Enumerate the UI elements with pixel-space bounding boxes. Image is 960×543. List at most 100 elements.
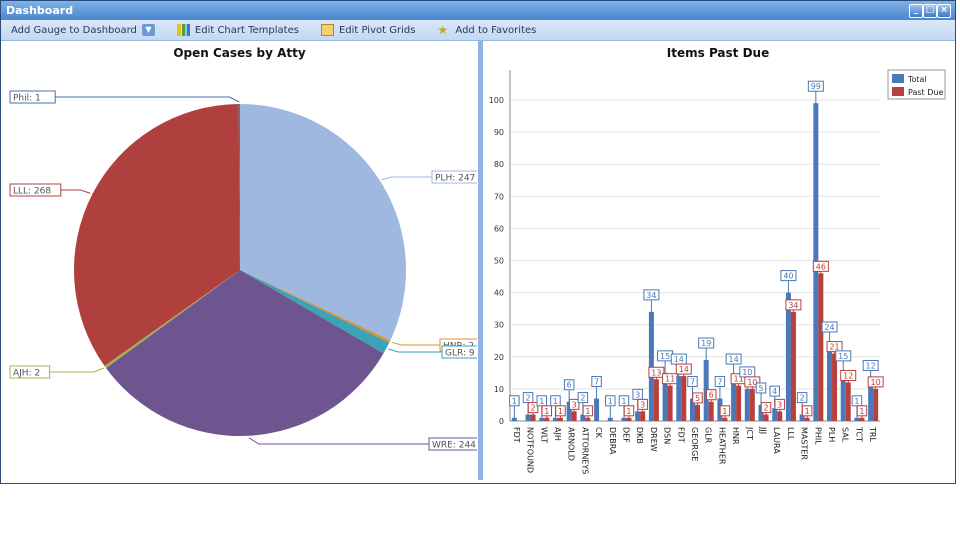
y-tick-label: 90 (494, 128, 504, 137)
data-label-box (744, 376, 761, 388)
data-label: 11 (734, 375, 744, 384)
panel-splitter[interactable] (478, 41, 483, 480)
edit-templates-label: Edit Chart Templates (194, 24, 299, 36)
data-label: 40 (783, 272, 793, 281)
pie-slice-hnr (240, 270, 391, 343)
x-tick-label: DEF (621, 427, 630, 443)
data-label-box (862, 359, 879, 371)
data-label-box (648, 366, 665, 378)
bar-total (690, 398, 695, 421)
bar-total (785, 292, 791, 421)
x-tick-label: ATTORNEYS (580, 427, 589, 474)
data-label-box (563, 379, 575, 391)
close-button[interactable]: × (937, 4, 951, 18)
x-tick-label: TCT (854, 426, 863, 442)
y-tick-label: 30 (494, 321, 504, 330)
bar-past-due (640, 411, 646, 421)
bar-past-due (804, 417, 810, 421)
data-label-box (725, 353, 742, 365)
add-to-favorites-button[interactable]: ★ Add to Favorites (437, 24, 536, 36)
data-label-box (801, 405, 813, 417)
data-label-box (687, 376, 698, 388)
add-gauge-label: Add Gauge to Dashboard (11, 24, 137, 36)
bar-total (731, 376, 737, 421)
x-tick-label: ARNOLD (567, 427, 576, 461)
bar-total (552, 417, 558, 421)
data-label-box (541, 405, 553, 417)
x-tick-label: NOTFOUND (526, 427, 535, 473)
maximize-button[interactable]: □ (923, 4, 937, 18)
y-tick-label: 50 (494, 257, 504, 266)
edit-chart-templates-button[interactable]: Edit Chart Templates (176, 24, 299, 36)
chevron-down-icon[interactable]: ▼ (141, 24, 155, 36)
y-tick-label: 100 (489, 96, 504, 105)
data-label-box (568, 398, 580, 410)
data-label-box (509, 395, 520, 407)
bar-total (594, 398, 600, 421)
data-label: 2 (531, 404, 536, 413)
pie-label-box (9, 90, 56, 104)
data-label-box (769, 385, 780, 397)
data-label-box (780, 270, 797, 282)
data-label: 6 (709, 391, 714, 400)
bar-past-due (777, 411, 783, 421)
data-label-box (796, 392, 808, 404)
add-gauge-button[interactable]: Add Gauge to Dashboard ▼ (11, 24, 155, 36)
legend-swatch (892, 87, 904, 96)
bar-past-due (681, 376, 687, 421)
data-label: 34 (646, 291, 656, 300)
x-tick-label: MASTER (800, 427, 809, 460)
bar-total (607, 417, 613, 421)
data-label-box (637, 398, 648, 410)
bar-total (676, 376, 682, 421)
x-tick-label: DREW (649, 427, 658, 452)
data-label: 1 (553, 397, 558, 406)
data-label-box (821, 321, 838, 333)
x-tick-label: CK (594, 427, 603, 439)
pie-label: Phil: 1 (13, 94, 41, 104)
bar-chart-icon (176, 24, 190, 36)
data-label-box (714, 376, 726, 388)
bar-past-due (722, 417, 728, 421)
data-label: 99 (811, 82, 821, 91)
x-tick-label: HEATHER (717, 427, 726, 465)
data-label-box (840, 369, 857, 381)
data-label: 12 (843, 371, 853, 380)
data-label-box (835, 350, 852, 362)
edit-pivot-label: Edit Pivot Grids (338, 24, 416, 36)
data-label: 15 (660, 352, 670, 361)
bar-total (539, 417, 545, 421)
data-label: 1 (859, 407, 864, 416)
data-label: 1 (558, 407, 563, 416)
pie-label: LLL: 268 (13, 187, 51, 197)
data-label: 19 (701, 339, 711, 348)
data-label: 1 (539, 397, 544, 406)
bar-chart: 01020304050607080901001FDT22NOTFOUND11WL… (489, 69, 946, 474)
data-label: 3 (635, 390, 640, 399)
x-tick-label: AJH (553, 427, 562, 441)
pie-slice-lll (74, 104, 240, 366)
bar-past-due (832, 353, 838, 421)
bar-total (566, 401, 572, 421)
bar-past-due (667, 385, 673, 421)
data-label: 12 (866, 361, 876, 370)
bar-total (854, 417, 860, 421)
bar-chart-panel: Items Past Due 0 10 20 30 40 50 60 70 80 90 100 1 FD… (484, 41, 952, 480)
plot-area (510, 70, 880, 421)
data-label-box (812, 260, 829, 272)
data-label: 2 (580, 394, 585, 403)
data-label: 1 (805, 407, 810, 416)
bar-total (635, 411, 641, 421)
data-label-box (582, 405, 594, 417)
data-label: 11 (665, 375, 675, 384)
bar-past-due (763, 414, 769, 421)
x-tick-label: PLH (827, 427, 836, 442)
y-tick-label: 0 (499, 417, 504, 426)
minimize-button[interactable]: _ (909, 4, 923, 18)
data-label: 24 (824, 323, 834, 332)
x-tick-label: JCT (745, 426, 754, 440)
pie-label: GLR: 9 (445, 349, 475, 359)
edit-pivot-grids-button[interactable]: Edit Pivot Grids (320, 24, 416, 36)
data-label: 6 (567, 381, 572, 390)
grid-icon (320, 24, 334, 36)
